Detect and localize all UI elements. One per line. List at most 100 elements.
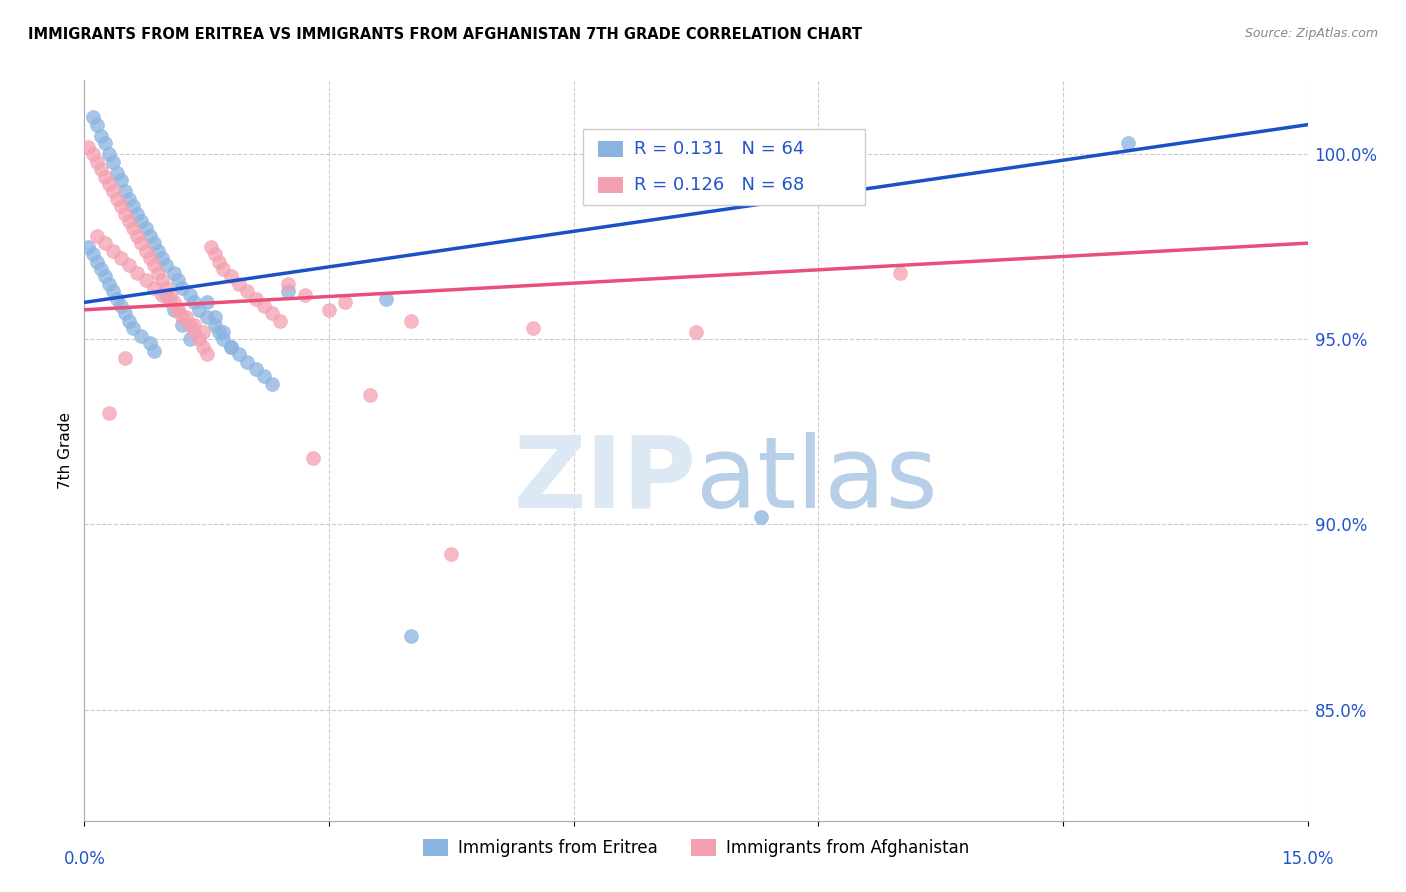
Point: [97, 147, 120, 161]
Point: [163, 295, 186, 310]
Point: [110, 251, 132, 265]
Point: [174, 310, 197, 325]
Point: [219, 340, 242, 354]
Point: [97, 407, 120, 421]
Point: [138, 228, 160, 243]
Point: [86, 118, 108, 132]
Point: [172, 318, 194, 332]
Point: [749, 510, 772, 524]
Point: [1116, 136, 1139, 151]
Point: [200, 240, 222, 254]
Point: [163, 266, 186, 280]
Point: [93, 136, 115, 151]
Point: [135, 273, 157, 287]
Point: [204, 318, 226, 332]
Point: [399, 314, 422, 328]
Point: [97, 277, 120, 291]
Point: [131, 236, 153, 251]
Point: [77, 240, 100, 254]
Point: [114, 185, 136, 199]
Text: Source: ZipAtlas.com: Source: ZipAtlas.com: [1244, 27, 1378, 40]
Point: [228, 277, 250, 291]
Point: [135, 221, 157, 235]
Point: [212, 325, 235, 339]
Point: [335, 295, 357, 310]
Point: [167, 302, 190, 317]
Point: [155, 288, 177, 302]
Point: [212, 333, 235, 347]
Point: [195, 310, 218, 325]
Point: [93, 169, 115, 184]
Point: [183, 325, 205, 339]
Point: [187, 302, 209, 317]
Point: [101, 285, 124, 299]
Point: [167, 273, 190, 287]
Point: [155, 259, 177, 273]
Point: [118, 259, 141, 273]
Point: [204, 310, 226, 325]
Point: [97, 177, 120, 191]
Point: [150, 273, 173, 287]
Point: [375, 292, 398, 306]
Point: [138, 251, 160, 265]
Point: [82, 111, 104, 125]
Point: [135, 244, 157, 258]
Point: [260, 306, 283, 320]
Point: [359, 388, 381, 402]
Point: [155, 280, 177, 294]
Point: [277, 285, 299, 299]
Point: [118, 214, 141, 228]
Text: R = 0.126   N = 68: R = 0.126 N = 68: [634, 176, 804, 194]
Point: [110, 299, 132, 313]
Text: R = 0.131   N = 64: R = 0.131 N = 64: [634, 140, 804, 158]
Point: [110, 199, 132, 213]
Point: [179, 318, 201, 332]
Point: [114, 206, 136, 220]
Text: atlas: atlas: [696, 432, 938, 529]
Point: [150, 251, 173, 265]
Point: [150, 288, 173, 302]
Point: [208, 254, 231, 268]
Point: [93, 236, 115, 251]
Point: [219, 269, 242, 284]
Point: [172, 280, 194, 294]
Point: [146, 266, 169, 280]
Point: [146, 244, 169, 258]
Point: [301, 450, 323, 465]
Point: [269, 314, 291, 328]
Point: [118, 314, 141, 328]
Point: [195, 347, 218, 361]
Point: [212, 262, 235, 277]
Point: [318, 302, 340, 317]
Point: [163, 302, 186, 317]
Point: [172, 310, 194, 325]
Point: [187, 333, 209, 347]
Point: [179, 288, 201, 302]
Point: [105, 292, 128, 306]
Point: [245, 292, 267, 306]
Point: [142, 236, 165, 251]
Point: [93, 269, 115, 284]
Point: [766, 136, 789, 151]
Point: [142, 343, 165, 358]
Point: [399, 629, 422, 643]
Point: [105, 166, 128, 180]
Point: [219, 340, 242, 354]
Point: [179, 333, 201, 347]
Point: [101, 185, 124, 199]
Point: [142, 280, 165, 294]
Point: [90, 128, 112, 143]
Point: [82, 147, 104, 161]
Point: [90, 262, 112, 277]
Point: [208, 325, 231, 339]
Point: [685, 325, 707, 339]
Text: IMMIGRANTS FROM ERITREA VS IMMIGRANTS FROM AFGHANISTAN 7TH GRADE CORRELATION CHA: IMMIGRANTS FROM ERITREA VS IMMIGRANTS FR…: [28, 27, 862, 42]
Point: [86, 228, 108, 243]
Point: [228, 347, 250, 361]
Text: 15.0%: 15.0%: [1281, 850, 1334, 868]
Point: [101, 244, 124, 258]
Point: [191, 325, 214, 339]
Point: [159, 295, 181, 310]
Point: [77, 140, 100, 154]
Point: [90, 162, 112, 177]
